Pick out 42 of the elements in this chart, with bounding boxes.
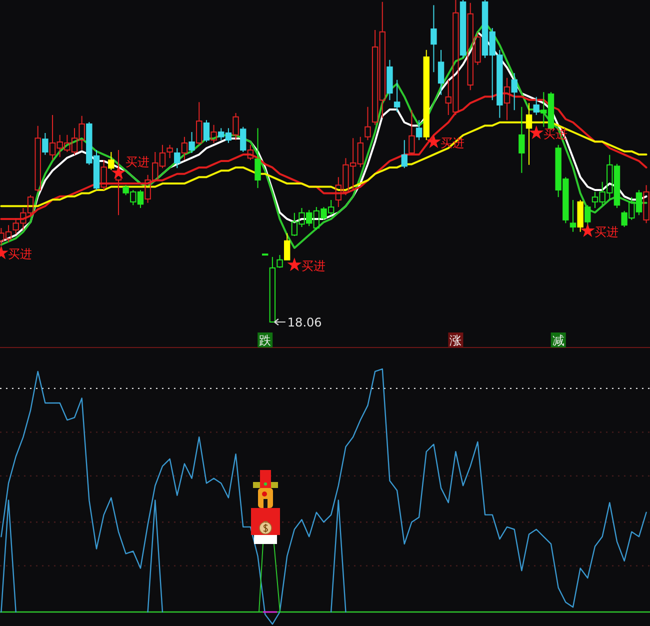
candlestick [518,106,525,174]
candlestick [511,72,518,111]
annotation: 18.06 [287,316,322,330]
candlestick [408,110,415,156]
candlestick [643,184,650,224]
point [580,223,595,237]
series-label: 买进 [125,154,150,169]
candlestick [196,102,202,146]
text: 买进 [301,259,326,274]
candlestick [416,120,422,141]
candlestick [232,112,239,141]
candlestick [269,256,276,322]
candlestick [210,124,217,144]
point [111,165,126,180]
text: 买进 [8,247,32,262]
candlestick [254,128,261,189]
candlestick [430,4,437,73]
point [426,134,441,148]
point [529,125,544,140]
candlestick [100,160,107,190]
candlestick [533,96,540,116]
text: 买进 [594,224,619,239]
candlestick [188,132,195,154]
candlestick [284,232,290,260]
text: 买进 [440,136,465,150]
candlestick [166,144,173,159]
candlestick [115,150,122,216]
candlestick [394,79,400,113]
point [287,257,302,272]
candlestick [570,199,576,232]
candlestick [438,49,444,96]
candlestick [203,120,210,142]
candlestick [526,102,532,166]
candlestick [42,132,48,156]
candlestick [401,140,408,169]
candlestick [240,126,246,152]
candlestick [364,106,371,141]
candlestick [181,136,188,161]
candlestick [108,151,114,171]
candlestick [34,125,41,192]
candlestick [584,204,591,226]
candlestick [174,148,180,169]
